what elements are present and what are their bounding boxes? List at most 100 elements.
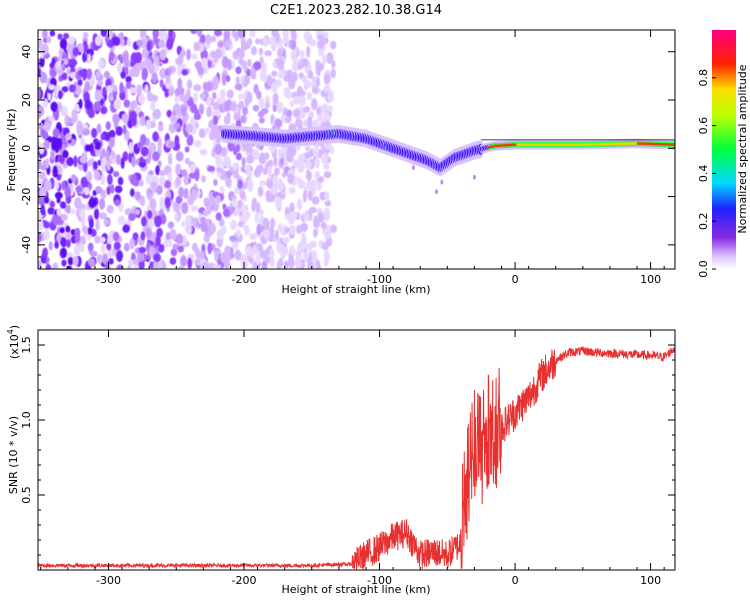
noise-blob <box>43 228 50 241</box>
noise-blob <box>251 201 256 213</box>
figure-title: C2E1.2023.282.10.38.G14 <box>270 3 442 18</box>
noise-blob <box>41 30 48 39</box>
ridge-core-peak <box>661 143 664 146</box>
noise-blob <box>113 99 122 110</box>
noise-blob <box>106 186 111 196</box>
noise-blob <box>190 205 199 212</box>
noise-blob <box>316 39 325 50</box>
ridge-core-peak <box>628 142 631 145</box>
ridge-core-peak <box>520 143 523 146</box>
noise-blob <box>92 161 98 170</box>
ridge-core-peak <box>493 145 496 148</box>
noise-blob <box>78 244 85 253</box>
noise-blob <box>313 228 318 238</box>
noise-blob <box>136 84 142 96</box>
noise-blob <box>146 41 152 52</box>
noise-blob <box>268 226 275 235</box>
noise-blob <box>289 100 294 107</box>
noise-blob <box>188 172 196 179</box>
noise-blob <box>57 33 63 40</box>
noise-blob <box>302 106 311 113</box>
noise-blob <box>74 197 82 209</box>
noise-blob <box>144 58 153 71</box>
noise-blob <box>60 105 68 117</box>
noise-blob <box>64 232 72 240</box>
noise-blob <box>208 223 217 234</box>
noise-blob <box>323 250 329 258</box>
noise-blob <box>214 30 222 37</box>
ridge-core-peak <box>501 144 504 147</box>
noise-blob <box>258 152 267 165</box>
snr-ylabel: SNR (10 * v/v) <box>7 416 20 494</box>
noise-blob <box>59 38 68 51</box>
noise-blob <box>275 57 284 68</box>
noise-blob <box>257 111 263 118</box>
noise-blob <box>132 232 139 240</box>
noise-blob <box>215 212 222 221</box>
noise-blob <box>159 169 166 177</box>
noise-blob <box>323 72 331 85</box>
noise-blob <box>215 133 222 144</box>
noise-blob <box>207 165 215 172</box>
noise-blob <box>212 91 217 100</box>
noise-blob <box>128 141 134 154</box>
noise-blob <box>273 155 278 168</box>
noise-blob <box>286 75 293 84</box>
noise-blob <box>107 130 116 138</box>
noise-blob <box>208 195 217 207</box>
noise-blob <box>184 215 192 227</box>
ridge-core-peak <box>634 142 637 145</box>
noise-blob <box>105 261 111 269</box>
noise-blob <box>153 253 161 263</box>
noise-blob <box>307 115 313 127</box>
noise-blob <box>98 197 106 210</box>
noise-blob <box>117 63 123 74</box>
ridge-core-peak <box>630 142 633 145</box>
noise-blob <box>321 154 328 165</box>
noise-blob <box>258 47 264 56</box>
noise-blob <box>106 163 111 172</box>
ridge-core-peak <box>523 143 526 146</box>
noise-blob <box>164 196 171 209</box>
ridge-core-peak <box>603 143 606 146</box>
noise-blob <box>65 132 72 141</box>
ridge-core-peak <box>539 143 542 146</box>
noise-blob <box>64 113 69 123</box>
noise-blob <box>129 188 135 197</box>
noise-blob <box>277 181 285 192</box>
ridge-core-peak <box>657 142 660 146</box>
noise-blob <box>250 69 256 77</box>
ridge-core-peak <box>664 143 667 146</box>
ridge-core-peak <box>492 145 495 148</box>
noise-blob <box>159 67 167 79</box>
noise-blob <box>272 104 277 113</box>
noise-blob <box>61 180 66 191</box>
noise-blob <box>97 79 104 87</box>
noise-blob <box>198 128 206 139</box>
noise-blob <box>255 38 261 45</box>
noise-blob <box>324 200 332 207</box>
noise-blob <box>317 47 324 57</box>
ridge-core-peak <box>605 142 608 146</box>
noise-blob <box>54 241 59 249</box>
noise-blob <box>138 259 145 269</box>
noise-blob <box>159 48 167 61</box>
noise-blob <box>202 209 208 216</box>
noise-blob <box>102 86 108 96</box>
noise-blob <box>61 86 69 93</box>
noise-blob <box>330 68 336 79</box>
ridge-core-peak <box>586 143 589 146</box>
noise-blob <box>190 30 197 35</box>
noise-blob <box>172 200 181 213</box>
noise-blob <box>314 158 319 165</box>
snr-ticks: -300 -200 -100 0 100 0.5 1.0 1.5 <box>20 330 675 587</box>
snr-series-line <box>38 346 675 570</box>
ridge-core-peak <box>618 142 621 146</box>
noise-blob <box>244 97 250 107</box>
noise-blob <box>139 116 146 127</box>
noise-blob <box>82 128 91 136</box>
noise-blob <box>145 227 152 239</box>
noise-blob <box>94 235 102 244</box>
ridge-core-peak <box>506 143 509 147</box>
